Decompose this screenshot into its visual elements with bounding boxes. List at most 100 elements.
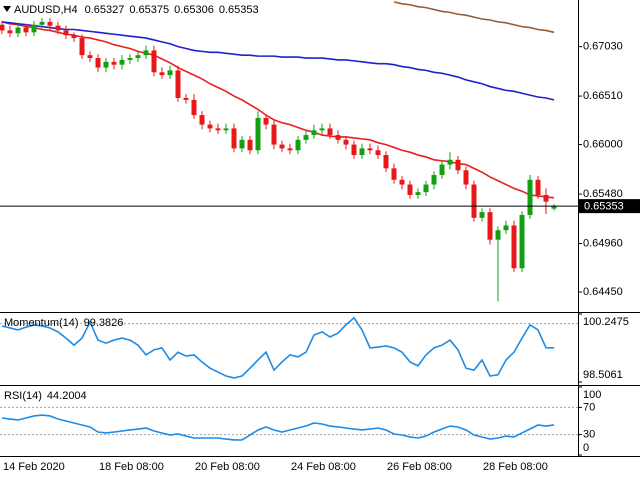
candle-body [383,155,389,169]
candle-body [7,30,13,34]
y-tick-label: 0.67030 [583,41,623,53]
candle-body [0,24,5,31]
candle-body [15,27,21,34]
candle-body [223,128,229,131]
candle-body [303,135,309,140]
candle-body [279,144,285,149]
candle-body [319,128,325,131]
candle-body [79,38,85,56]
candle-body [247,139,253,151]
candle-body [399,179,405,185]
y-tick-label: 70 [583,401,595,413]
candle-body [367,148,373,151]
indicator-line [1,316,555,379]
candle-body [407,184,413,195]
y-tick-label: 100.2475 [583,316,629,328]
moving-average [393,1,555,34]
candle-body [511,225,517,269]
rsi-header: RSI(14) 44.2004 [4,390,87,402]
candle-body [143,50,149,56]
candle-body [295,139,301,151]
indicator-value: 99.3826 [84,317,124,329]
candle-body [119,59,125,65]
candle-body [271,124,277,145]
candle-body [327,128,333,136]
x-tick-label: 28 Feb 08:00 [483,461,548,473]
candle-body [215,128,221,131]
candle-body [199,115,205,125]
candle-body [335,135,341,140]
candle-body [55,25,61,31]
candle-body [535,179,541,195]
plot-layer [0,1,578,441]
candle-body [255,117,261,151]
y-tick-label: 0.64450 [583,286,623,298]
x-tick-label: 20 Feb 08:00 [195,461,260,473]
candle-body [447,159,453,165]
candle-body [375,150,381,156]
indicator-line [1,414,555,441]
candle-body [127,58,133,60]
moving-average [1,21,555,101]
candle-body [423,184,429,193]
candle-body [351,144,357,156]
candle-body [63,30,69,36]
y-tick-label: 0.64960 [583,237,623,249]
candle-body [439,164,445,176]
candle-body [495,230,501,240]
candle-body [95,58,101,68]
header-close: 0.65353 [219,4,259,16]
candle-body [471,184,477,218]
candle-body [231,128,237,149]
pane [0,1,557,302]
x-tick-label: 14 Feb 2020 [3,461,65,473]
y-tick-label: 0.66510 [583,90,623,102]
header-high: 0.65375 [129,4,169,16]
candle-body [39,21,45,25]
candle-body [431,175,437,185]
momentum-header: Momentum(14) 99.3826 [4,317,123,329]
candle-body [311,130,317,136]
candle-body [479,212,485,218]
candle-body [207,124,213,129]
candle-body [87,55,93,59]
candle-body [415,192,421,195]
candle-body [151,50,157,73]
candle-body [287,148,293,151]
x-tick-label: 18 Feb 08:00 [99,461,164,473]
candle-body [191,99,197,116]
candle-body [175,70,181,98]
indicator-title: RSI(14) [4,390,42,402]
candle-body [167,70,173,76]
indicator-title: Momentum(14) [4,317,79,329]
candle-body [103,61,109,68]
candle-body [487,212,493,240]
header-open: 0.65327 [85,4,125,16]
candle-body [527,179,533,215]
candle-body [135,55,141,59]
symbol-header: AUDUSD,H4 0.65327 0.65375 0.65306 0.65353 [14,4,259,16]
y-tick-label: 98.5061 [583,369,623,381]
candle-body [503,225,509,231]
candle-body [159,72,165,76]
header-low: 0.65306 [174,4,214,16]
current-price-box [579,199,640,214]
x-tick-label: 24 Feb 08:00 [291,461,356,473]
candle-body [263,117,269,125]
indicator-value: 44.2004 [47,390,87,402]
y-tick-label: 0.66000 [583,138,623,150]
y-tick-label: 0 [583,442,589,454]
candle-body [551,206,557,209]
pane [0,316,578,379]
current-price-label: 0.65353 [584,201,624,213]
candle-body [359,148,365,156]
candle-body [391,168,397,180]
candle-body [463,170,469,185]
candle-body [111,61,117,65]
candle-body [543,195,549,202]
collapse-icon [3,6,11,12]
y-tick-label: 30 [583,429,595,441]
moving-average [1,21,555,199]
